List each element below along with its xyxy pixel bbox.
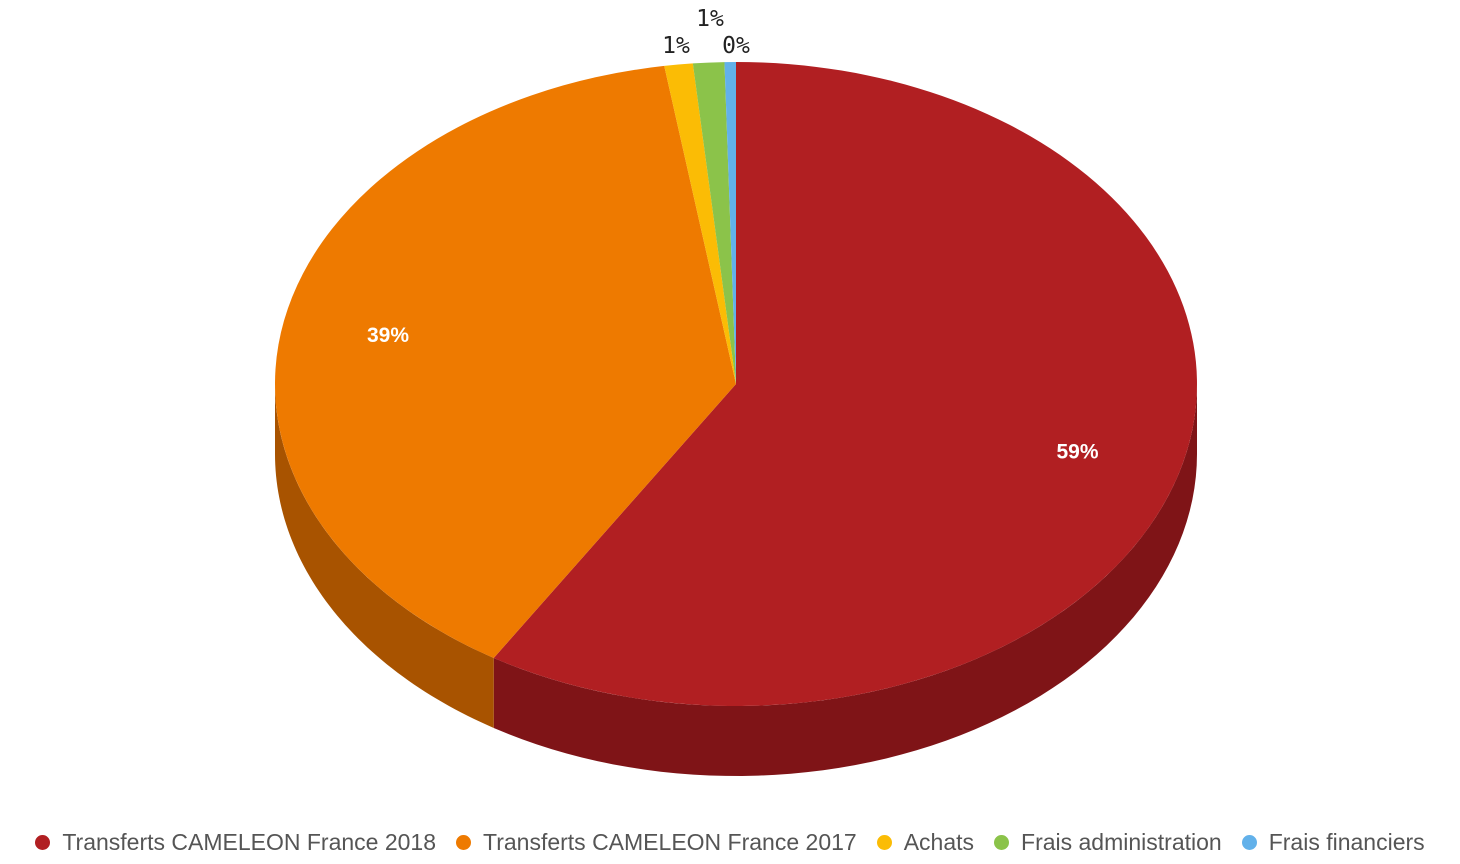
pie-side-transferts-cameleon-france-2018 <box>493 384 1197 776</box>
legend-label: Transferts CAMELEON France 2018 <box>62 828 437 855</box>
legend-swatch <box>994 834 1010 850</box>
legend-swatch <box>1241 834 1257 850</box>
pie-slice-transferts-cameleon-france-2018[interactable] <box>493 62 1197 706</box>
pie-slice-frais-administration[interactable] <box>692 62 736 384</box>
legend-swatch <box>876 834 892 850</box>
legend-swatch <box>456 834 472 850</box>
pie-slice-transferts-cameleon-france-2017[interactable] <box>275 65 736 658</box>
legend-item-transferts-cameleon-france-2017[interactable]: Transferts CAMELEON France 2017 <box>456 829 857 856</box>
pie-slice-achats[interactable] <box>664 63 736 384</box>
legend-label: Achats <box>903 828 975 855</box>
pie-slices <box>275 62 1197 706</box>
slice-label-frais-administration: 1% <box>696 6 724 32</box>
legend-swatch <box>35 834 51 850</box>
legend-item-achats[interactable]: Achats <box>876 828 975 856</box>
legend-label: Frais financiers <box>1268 828 1425 855</box>
pie-sides <box>275 384 1197 776</box>
slice-label-frais-financiers: 0% <box>722 33 750 59</box>
legend-item-frais-financiers[interactable]: Frais financiers <box>1241 828 1425 856</box>
slice-label-transferts-cameleon-france-2017: 39% <box>367 324 409 347</box>
legend-label: Frais administration <box>1021 828 1222 855</box>
pie-side-transferts-cameleon-france-2017 <box>275 384 494 728</box>
chart-legend: Transferts CAMELEON France 2018 Transfert… <box>0 824 1460 860</box>
legend-item-transferts-cameleon-france-2018[interactable]: Transferts CAMELEON France 2018 <box>35 829 436 856</box>
legend-item-frais-administration[interactable]: Frais administration <box>994 829 1222 856</box>
slice-labels: 59%39%1%1%0% <box>367 6 1099 464</box>
legend-label: Transferts CAMELEON France 2017 <box>483 828 857 855</box>
slice-label-achats: 1% <box>662 33 690 59</box>
slice-label-transferts-cameleon-france-2018: 59% <box>1056 441 1098 464</box>
pie-slice-frais-financiers[interactable] <box>724 62 736 384</box>
